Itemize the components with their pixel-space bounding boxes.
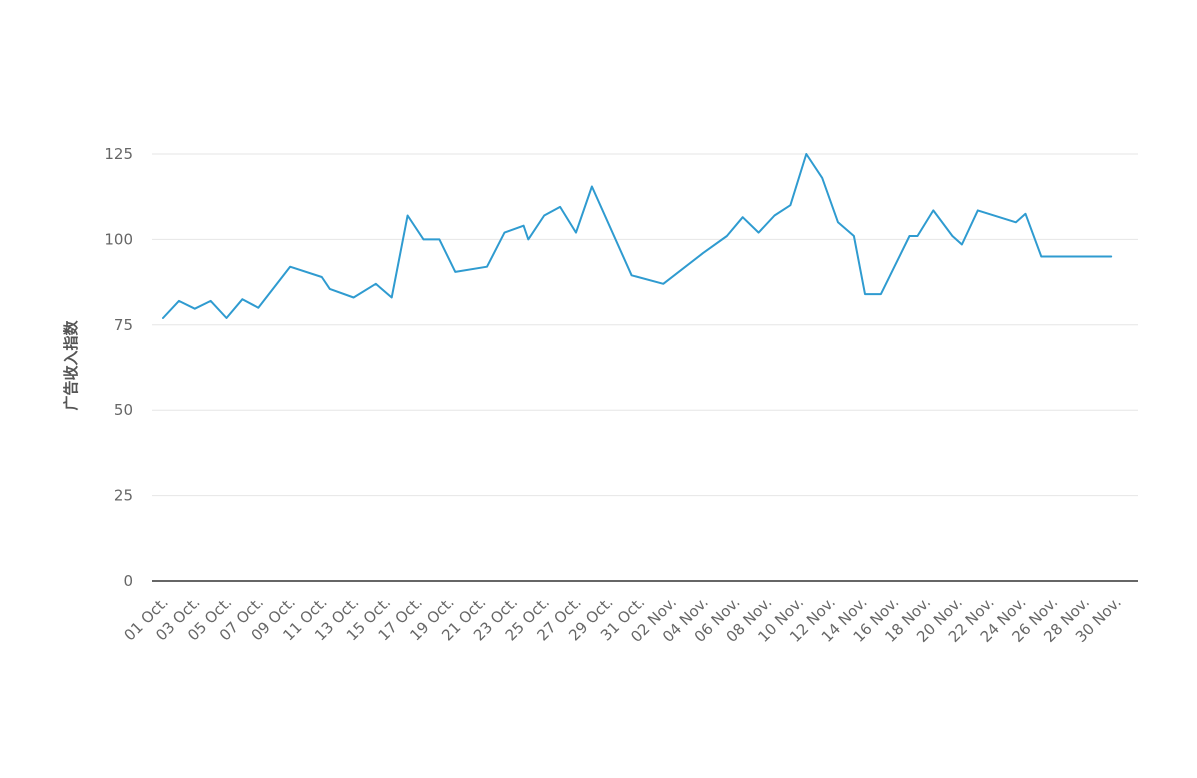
y-tick-label: 0 — [123, 572, 133, 590]
y-axis-title: 广告收入指数 — [62, 320, 80, 411]
y-axis-ticks: 0 25 50 75 100 125 — [104, 145, 133, 590]
gridlines — [152, 154, 1138, 496]
y-tick-label: 125 — [104, 145, 133, 163]
y-tick-label: 25 — [114, 487, 133, 505]
y-tick-label: 50 — [114, 401, 133, 419]
series-group — [163, 154, 1111, 318]
y-tick-label: 75 — [114, 316, 133, 334]
series-line-0 — [163, 154, 1111, 318]
x-axis-ticks: 01 Oct.03 Oct.05 Oct.07 Oct.09 Oct.11 Oc… — [121, 593, 1125, 646]
y-tick-label: 100 — [104, 230, 133, 248]
